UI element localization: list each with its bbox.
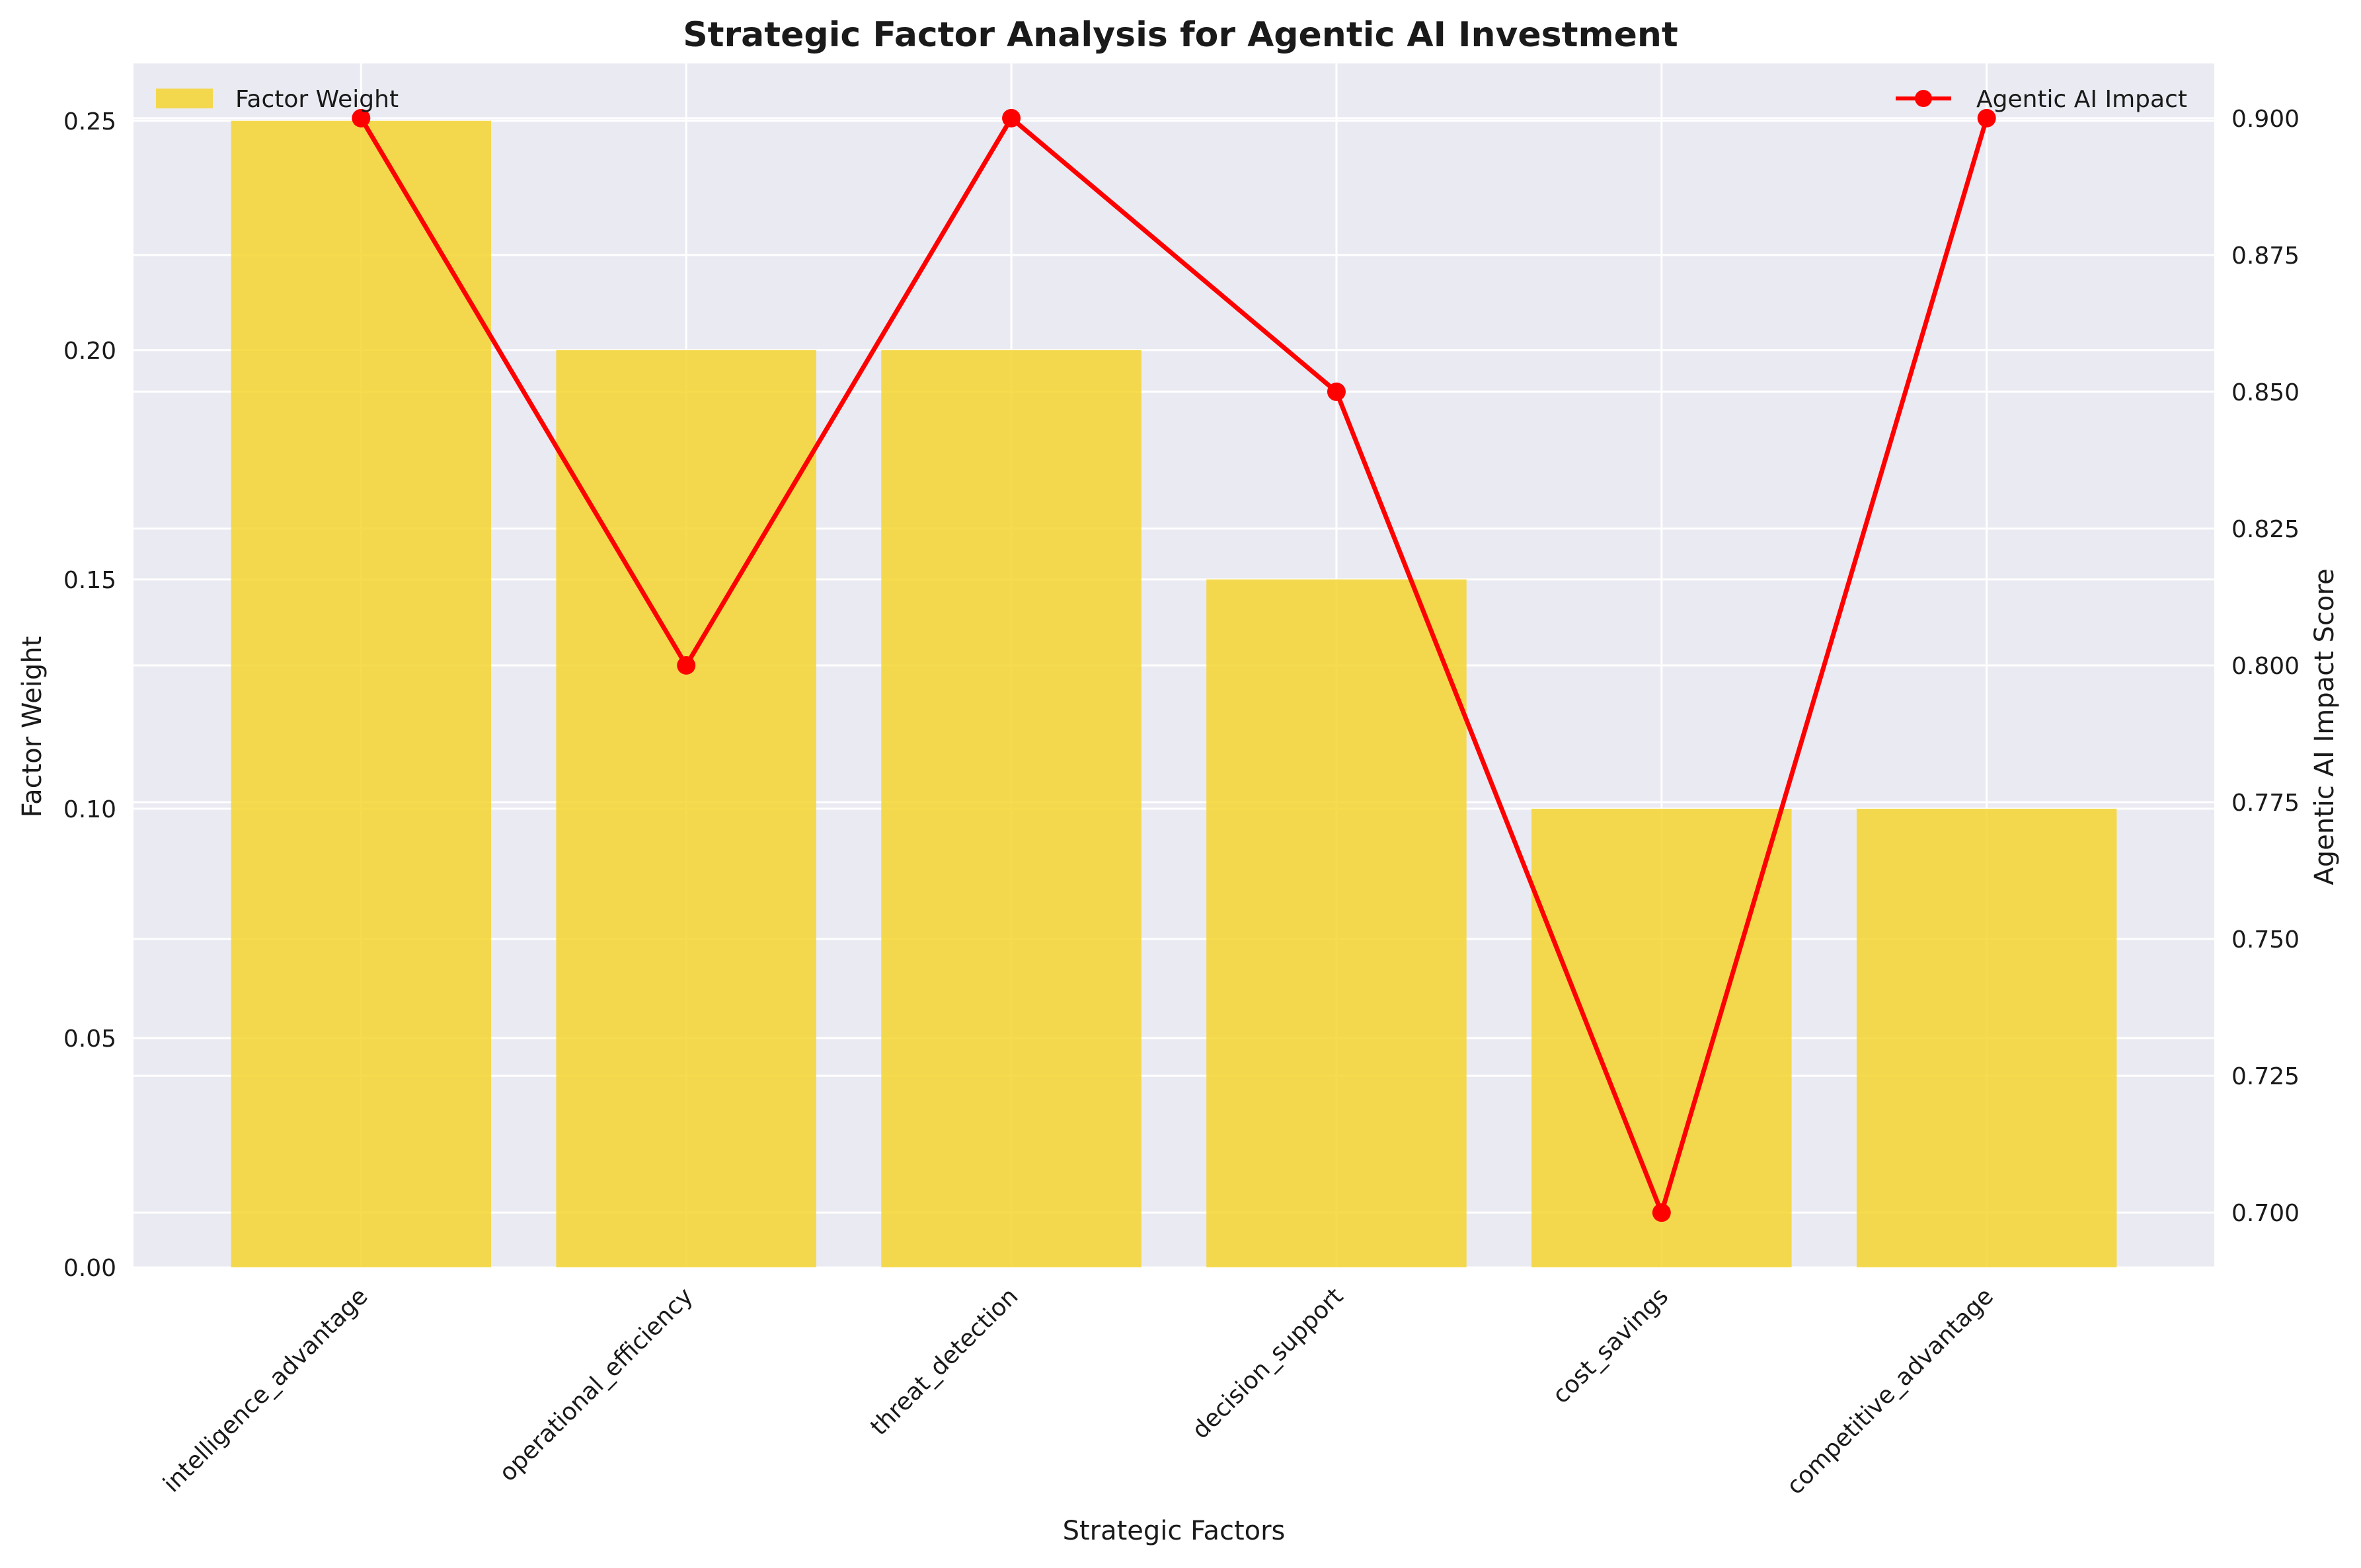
bar-competitive_advantage bbox=[1856, 808, 2117, 1267]
y2-tick-label: 0.900 bbox=[2231, 106, 2300, 133]
y2-tick-label: 0.700 bbox=[2231, 1200, 2300, 1227]
bar-series bbox=[231, 120, 2117, 1267]
legend-agentic-ai-impact: Agentic AI Impact bbox=[1896, 86, 2187, 113]
y2-tick-label: 0.825 bbox=[2231, 516, 2300, 543]
bar-cost_savings bbox=[1531, 808, 1792, 1267]
y2-axis-label: Agentic AI Impact Score bbox=[2309, 568, 2340, 885]
legend-factor-weight: Factor Weight bbox=[156, 86, 399, 113]
line-series bbox=[352, 108, 1996, 1222]
y-axis-ticks: 0.00 0.05 0.10 0.15 0.20 0.25 bbox=[63, 108, 116, 1282]
impact-line bbox=[359, 116, 1990, 1215]
bar-decision_support bbox=[1206, 579, 1467, 1267]
bar-intelligence_advantage bbox=[231, 120, 492, 1267]
y2-axis-ticks: 0.700 0.725 0.750 0.775 0.800 0.825 0.850 0.875… bbox=[2231, 106, 2300, 1227]
y-tick-label: 0.25 bbox=[63, 108, 116, 135]
y2-tick-label: 0.875 bbox=[2231, 243, 2300, 270]
y-tick-label: 0.15 bbox=[63, 567, 116, 594]
legend-line-marker bbox=[1915, 90, 1932, 107]
bar-operational_efficiency bbox=[556, 350, 816, 1267]
y2-tick-label: 0.725 bbox=[2231, 1063, 2300, 1090]
y-tick-label: 0.10 bbox=[63, 796, 116, 823]
impact-point-intelligence_advantage bbox=[352, 108, 371, 128]
bar-threat_detection bbox=[881, 350, 1142, 1267]
impact-point-cost_savings bbox=[1652, 1203, 1671, 1222]
impact-point-operational_efficiency bbox=[677, 656, 696, 675]
impact-point-competitive_advantage bbox=[1977, 108, 1996, 128]
y-tick-label: 0.05 bbox=[63, 1026, 116, 1053]
legend-bar-swatch bbox=[156, 89, 213, 108]
y2-tick-label: 0.750 bbox=[2231, 926, 2300, 953]
y-axis-label: Factor Weight bbox=[17, 636, 48, 818]
chart-title: Strategic Factor Analysis for Agentic AI… bbox=[683, 15, 1678, 55]
y2-tick-label: 0.850 bbox=[2231, 379, 2300, 406]
legend-bar-label: Factor Weight bbox=[235, 86, 399, 113]
y2-tick-label: 0.800 bbox=[2231, 653, 2300, 680]
legend-line-label: Agentic AI Impact bbox=[1976, 86, 2187, 113]
y-tick-label: 0.00 bbox=[63, 1255, 116, 1282]
y-tick-label: 0.20 bbox=[63, 338, 116, 365]
y2-tick-label: 0.775 bbox=[2231, 790, 2300, 817]
impact-point-decision_support bbox=[1327, 382, 1346, 401]
impact-point-threat_detection bbox=[1002, 108, 1021, 128]
x-axis-label: Strategic Factors bbox=[1063, 1516, 1286, 1546]
